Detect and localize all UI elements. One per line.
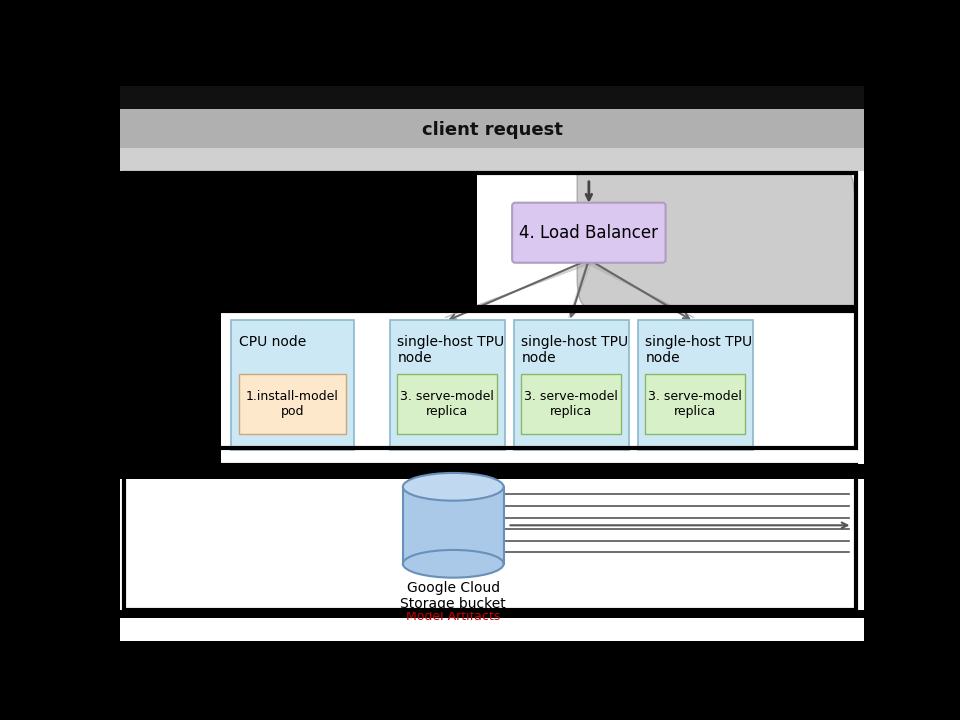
Bar	[120, 171, 864, 641]
FancyBboxPatch shape	[397, 374, 497, 434]
FancyBboxPatch shape	[645, 374, 745, 434]
Bar	[120, 171, 476, 310]
FancyBboxPatch shape	[390, 320, 505, 450]
Text: 3. serve-model
replica: 3. serve-model replica	[400, 390, 494, 418]
FancyBboxPatch shape	[239, 374, 347, 434]
Text: CPU node: CPU node	[239, 335, 306, 349]
Text: 4. Load Balancer: 4. Load Balancer	[519, 224, 659, 242]
Bar	[120, 464, 864, 618]
PathPatch shape	[577, 174, 856, 306]
Bar	[221, 310, 864, 464]
Text: 3. serve-model
replica: 3. serve-model replica	[649, 390, 742, 418]
FancyBboxPatch shape	[512, 202, 665, 263]
FancyBboxPatch shape	[514, 320, 629, 450]
FancyBboxPatch shape	[637, 320, 754, 450]
Ellipse shape	[403, 473, 504, 500]
Text: Model Artifacts: Model Artifacts	[406, 610, 500, 623]
FancyBboxPatch shape	[521, 374, 621, 434]
Bar	[476, 171, 864, 310]
Text: 3. serve-model
replica: 3. serve-model replica	[524, 390, 618, 418]
Text: 1.install-model
pod: 1.install-model pod	[246, 390, 339, 418]
Bar	[120, 148, 864, 171]
Bar	[120, 109, 864, 148]
FancyBboxPatch shape	[230, 320, 354, 450]
Text: single-host TPU
node: single-host TPU node	[521, 335, 629, 365]
Ellipse shape	[403, 550, 504, 577]
Bar	[403, 487, 504, 564]
Text: Google Cloud
Storage bucket: Google Cloud Storage bucket	[400, 581, 506, 611]
Text: client request: client request	[421, 121, 563, 139]
Text: single-host TPU
node: single-host TPU node	[645, 335, 753, 365]
Bar	[120, 479, 864, 610]
Text: single-host TPU
node: single-host TPU node	[397, 335, 505, 365]
Bar	[120, 310, 221, 464]
Bar	[120, 86, 864, 109]
